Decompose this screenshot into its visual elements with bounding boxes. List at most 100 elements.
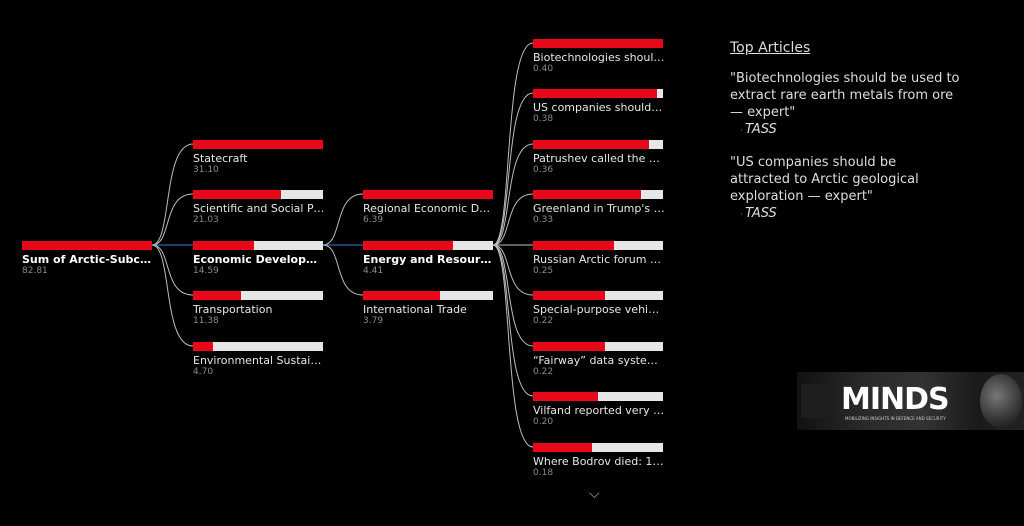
node-label: US companies should be attracted <box>533 101 665 114</box>
tree-link <box>492 143 534 246</box>
tree-link <box>492 244 534 296</box>
logo-subtitle: MOBILIZING INSIGHTS IN DEFENCE AND SECUR… <box>845 416 946 421</box>
node-label: Statecraft <box>193 152 248 165</box>
logo-text: MINDS <box>841 382 950 417</box>
value-bar <box>22 241 152 250</box>
node-label: Special-purpose vehicles <box>533 303 665 316</box>
node-label: International Trade <box>363 303 467 316</box>
value-bar-fill <box>193 190 282 199</box>
tree-node[interactable]: Sum of Arctic-Subcategory82.81 <box>22 241 154 277</box>
node-value: 6.39 <box>363 215 384 225</box>
tree-node[interactable]: Environmental Sustainability4.70 <box>193 342 325 378</box>
tree-node[interactable]: Patrushev called the Northern Sea Route0… <box>533 140 665 176</box>
value-bar-fill <box>193 241 255 250</box>
value-bar <box>193 190 323 199</box>
node-label: Regional Economic Development <box>363 202 495 215</box>
minds-logo: MINDS MOBILIZING INSIGHTS IN DEFENCE AND… <box>797 372 1024 430</box>
value-bar-fill <box>193 291 242 300</box>
node-label: Biotechnologies should be used <box>533 51 665 64</box>
tree-node[interactable]: Scientific and Social Pr... 21.03 <box>193 190 325 226</box>
tree-node[interactable]: Special-purpose vehicles 0.22 <box>533 291 665 327</box>
node-value: 14.59 <box>193 266 219 276</box>
value-bar <box>533 443 663 452</box>
tree-node[interactable]: Transportation 11.38 <box>193 291 323 327</box>
node-label: Where Bodrov died: 14 years <box>533 455 665 468</box>
tree-node[interactable]: Economic Development 14.59 <box>193 241 325 277</box>
value-bar-fill <box>533 392 598 401</box>
tree-node[interactable]: Vilfand reported very abnormal0.20 <box>533 392 665 428</box>
tree-link <box>151 193 194 246</box>
tree-node[interactable]: Regional Economic Development6.39 <box>363 190 495 226</box>
node-value: 0.18 <box>533 468 554 478</box>
tree-link <box>492 244 534 347</box>
tree-node[interactable]: Where Bodrov died: 14 years0.18 <box>533 443 665 479</box>
value-bar-fill <box>533 291 605 300</box>
value-bar-fill <box>533 241 614 250</box>
value-bar <box>533 291 663 300</box>
tree-node[interactable]: Energy and Resource Extraction4.41 <box>363 241 495 277</box>
value-bar <box>363 291 493 300</box>
node-label: Sum of Arctic-Subcategory <box>22 253 154 266</box>
node-value: 3.79 <box>363 316 384 326</box>
node-label: Transportation <box>193 303 273 316</box>
value-bar <box>193 140 323 149</box>
node-value: 0.25 <box>533 266 554 276</box>
node-label: Vilfand reported very abnormal <box>533 404 665 417</box>
value-bar-fill <box>533 140 649 149</box>
value-bar-fill <box>533 443 592 452</box>
value-bar <box>533 342 663 351</box>
value-bar <box>533 190 663 199</box>
node-value: 11.38 <box>193 316 219 326</box>
tree-node[interactable]: “Fairway” data system for 0.22 <box>533 342 665 378</box>
article-source: TASS <box>730 205 960 223</box>
value-bar-fill <box>363 241 453 250</box>
node-value: 0.40 <box>533 64 554 74</box>
tree-link <box>151 244 194 347</box>
value-bar-fill <box>193 342 213 351</box>
value-bar <box>193 342 323 351</box>
chevron-down-icon[interactable]: ⌵ <box>589 486 600 502</box>
tree-link <box>492 92 534 246</box>
value-bar-fill <box>22 241 152 250</box>
top-articles-title: Top Articles <box>730 40 811 56</box>
value-bar <box>533 140 663 149</box>
tree-node[interactable]: Russian Arctic forum cites 0.25 <box>533 241 665 277</box>
article-item[interactable]: "Biotechnologies should be used to extra… <box>730 70 960 139</box>
tree-node[interactable]: US companies should be attracted0.38 <box>533 89 665 125</box>
top-articles-panel: Top Articles "Biotechnologies should be … <box>730 40 960 238</box>
value-bar <box>533 392 663 401</box>
node-value: 31.10 <box>193 165 219 175</box>
article-source: TASS <box>730 121 960 139</box>
value-bar <box>363 190 493 199</box>
value-bar <box>533 241 663 250</box>
tree-link <box>492 244 534 448</box>
tree-link <box>492 42 534 246</box>
node-label: Greenland in Trump's Sights <box>533 202 665 215</box>
node-label: “Fairway” data system for <box>533 354 665 367</box>
value-bar-fill <box>363 291 440 300</box>
value-bar <box>533 89 663 98</box>
node-value: 0.33 <box>533 215 554 225</box>
tree-node[interactable]: Statecraft 31.10 <box>193 140 323 176</box>
node-label: Energy and Resource Extraction <box>363 253 495 266</box>
value-bar-fill <box>533 342 605 351</box>
article-item[interactable]: "US companies should be attracted to Arc… <box>730 154 960 223</box>
node-label: Economic Development <box>193 253 325 266</box>
node-value: 4.41 <box>363 266 384 276</box>
article-headline: "US companies should be attracted to Arc… <box>730 155 919 204</box>
tree-node[interactable]: Greenland in Trump's Sights0.33 <box>533 190 665 226</box>
node-label: Russian Arctic forum cites <box>533 253 665 266</box>
tree-link <box>492 244 534 397</box>
node-value: 0.36 <box>533 165 554 175</box>
tree-node[interactable]: Biotechnologies should be used0.40 <box>533 39 665 75</box>
tree-link <box>492 193 534 246</box>
node-label: Patrushev called the Northern Sea Route <box>533 152 665 165</box>
value-bar-fill <box>363 190 493 199</box>
tree-link <box>322 193 364 246</box>
value-bar <box>533 39 663 48</box>
tree-node[interactable]: International Trade 3.79 <box>363 291 493 327</box>
tree-link <box>151 244 194 296</box>
value-bar-fill <box>533 89 657 98</box>
node-value: 4.70 <box>193 367 214 377</box>
